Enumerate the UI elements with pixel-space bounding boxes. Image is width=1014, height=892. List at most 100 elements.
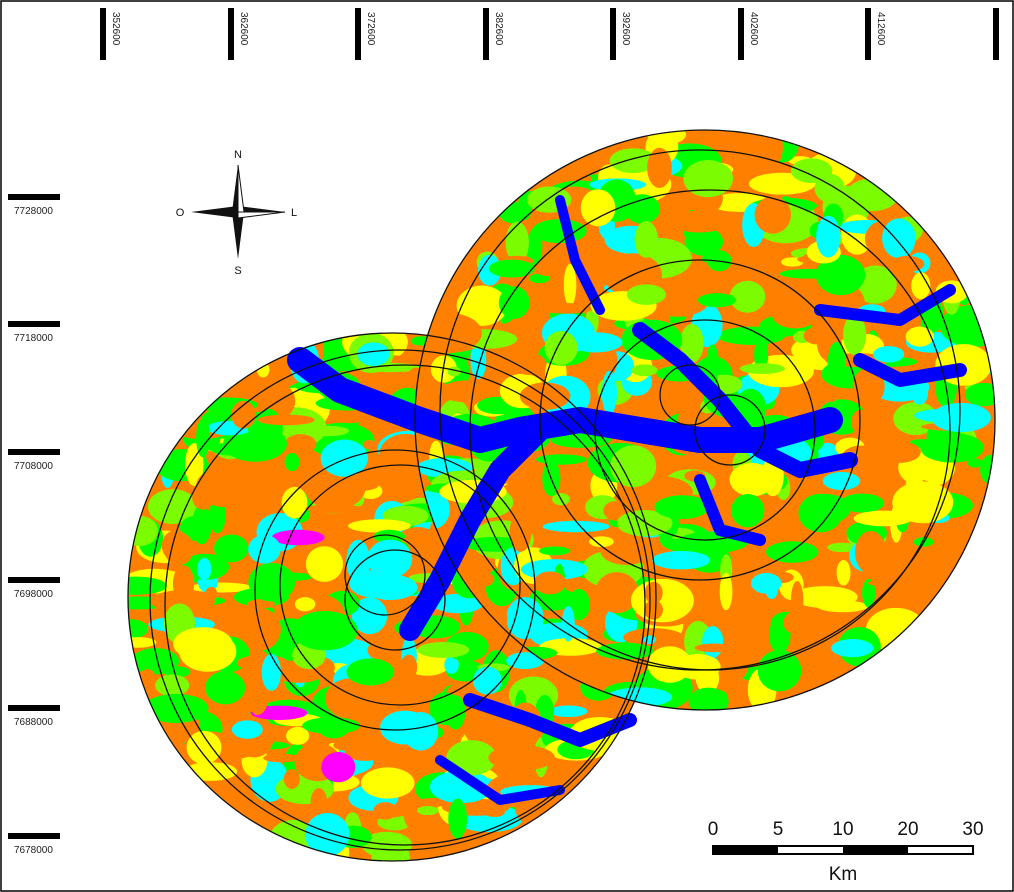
land-patch bbox=[534, 571, 566, 594]
land-patch bbox=[931, 403, 991, 432]
land-patch bbox=[348, 519, 411, 532]
land-patch bbox=[403, 712, 438, 751]
land-patch bbox=[877, 441, 921, 463]
land-patch bbox=[363, 575, 417, 600]
land-patch bbox=[272, 530, 325, 545]
compass-w: O bbox=[176, 207, 185, 219]
land-patch bbox=[173, 565, 194, 603]
x-tick-bar bbox=[993, 8, 999, 60]
land-patch bbox=[417, 806, 439, 815]
x-tick-bar bbox=[355, 8, 361, 60]
land-patch bbox=[417, 642, 469, 658]
land-patch bbox=[306, 546, 343, 582]
land-patch bbox=[815, 174, 845, 203]
land-patch bbox=[373, 802, 397, 819]
land-patch bbox=[321, 479, 378, 492]
land-patch bbox=[731, 494, 764, 527]
y-tick-bar bbox=[8, 833, 60, 839]
land-patch bbox=[814, 268, 834, 282]
land-patch bbox=[285, 434, 317, 453]
land-patch bbox=[698, 293, 736, 307]
land-patch bbox=[400, 655, 417, 680]
x-tick-label: 362600 bbox=[238, 12, 249, 46]
land-patch bbox=[311, 788, 328, 817]
land-patch bbox=[285, 453, 300, 471]
land-patch bbox=[321, 752, 355, 782]
land-patch bbox=[831, 639, 873, 657]
y-tick-label: 7678000 bbox=[14, 845, 53, 856]
y-tick-label: 7728000 bbox=[14, 206, 53, 217]
scale-label: 0 bbox=[708, 819, 719, 840]
land-patch bbox=[610, 445, 656, 487]
y-tick-bar bbox=[8, 577, 60, 583]
land-patch bbox=[442, 381, 483, 402]
land-patch bbox=[674, 654, 720, 680]
land-patch bbox=[263, 754, 300, 763]
y-tick-label: 7718000 bbox=[14, 333, 53, 344]
x-tick-label: 352600 bbox=[110, 12, 121, 46]
compass-s: S bbox=[234, 265, 241, 277]
land-patch bbox=[855, 531, 886, 574]
land-patch bbox=[205, 671, 245, 704]
land-patch bbox=[868, 579, 932, 587]
land-patch bbox=[488, 745, 555, 770]
land-patch bbox=[804, 327, 831, 345]
land-patch bbox=[205, 587, 217, 601]
x-tick-bar bbox=[100, 8, 106, 60]
land-patch bbox=[627, 284, 666, 305]
x-tick-bar bbox=[865, 8, 871, 60]
land-patch bbox=[873, 346, 904, 362]
land-patch bbox=[652, 551, 710, 569]
land-patch bbox=[882, 218, 916, 258]
land-patch bbox=[284, 769, 300, 789]
land-patch bbox=[543, 521, 610, 532]
x-tick-label: 412600 bbox=[875, 12, 886, 46]
land-patch bbox=[602, 371, 617, 415]
land-patch bbox=[906, 327, 934, 347]
land-patch bbox=[730, 463, 775, 496]
land-patch bbox=[346, 658, 394, 685]
x-tick-label: 392600 bbox=[620, 12, 631, 46]
scale-unit: Km bbox=[829, 864, 858, 885]
land-patch bbox=[683, 160, 733, 197]
scale-label: 10 bbox=[832, 819, 853, 840]
land-patch bbox=[717, 327, 785, 345]
land-patch bbox=[823, 472, 860, 490]
land-patch bbox=[333, 740, 361, 751]
land-patch bbox=[367, 540, 412, 578]
land-patch bbox=[564, 264, 577, 306]
land-patch bbox=[295, 597, 316, 611]
land-patch bbox=[766, 541, 818, 563]
land-patch bbox=[911, 382, 928, 405]
land-patch bbox=[668, 211, 730, 233]
land-patch bbox=[302, 717, 360, 734]
compass-e: L bbox=[291, 207, 297, 219]
land-patch bbox=[473, 667, 502, 695]
land-patch bbox=[550, 705, 588, 717]
land-patch bbox=[506, 597, 544, 639]
land-patch bbox=[892, 481, 953, 523]
land-patch bbox=[484, 808, 505, 817]
land-patch bbox=[911, 272, 930, 299]
land-patch bbox=[644, 600, 663, 620]
y-tick-label: 7698000 bbox=[14, 589, 53, 600]
x-tick-bar bbox=[738, 8, 744, 60]
y-tick-label: 7688000 bbox=[14, 717, 53, 728]
land-patch bbox=[837, 560, 851, 586]
land-patch bbox=[758, 650, 802, 691]
land-patch bbox=[448, 799, 467, 839]
x-tick-label: 382600 bbox=[493, 12, 504, 46]
land-patch bbox=[631, 364, 657, 376]
land-patch bbox=[254, 472, 267, 512]
y-tick-label: 7708000 bbox=[14, 461, 53, 472]
land-patch bbox=[155, 674, 189, 696]
land-patch bbox=[357, 342, 389, 366]
scale-label: 20 bbox=[897, 819, 918, 840]
land-patch bbox=[920, 433, 984, 463]
land-patch bbox=[363, 440, 376, 449]
scale-label: 5 bbox=[773, 819, 784, 840]
land-patch bbox=[179, 631, 236, 672]
land-patch bbox=[816, 216, 840, 258]
x-tick-bar bbox=[483, 8, 489, 60]
y-tick-bar bbox=[8, 449, 60, 455]
